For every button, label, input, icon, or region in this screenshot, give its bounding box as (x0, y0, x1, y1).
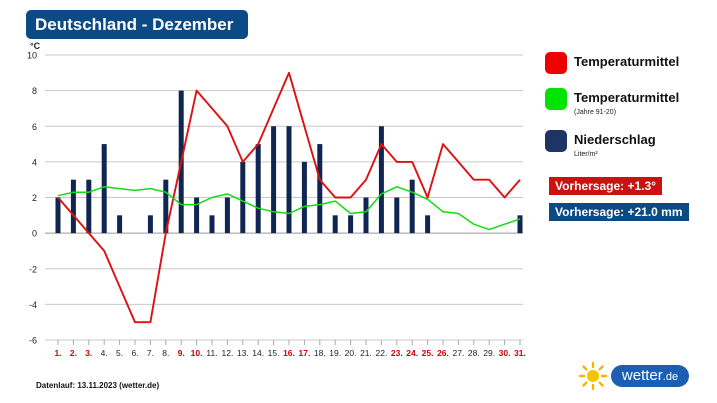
precipitation-bar (240, 161, 246, 234)
precipitation-bar (378, 126, 384, 234)
precipitation-bar (86, 179, 92, 234)
legend-label-temperature: Temperaturmittel (574, 54, 680, 69)
x-tick-label: 27. (452, 348, 464, 358)
x-tick-label: 10. (191, 348, 203, 358)
navy-square-icon (545, 130, 567, 152)
precipitation-bar (163, 179, 169, 234)
x-tick-label: 12. (221, 348, 233, 358)
legend-label-precipitation: Niederschlag (574, 132, 656, 147)
legend-label-temperature-normal: Temperaturmittel (574, 90, 680, 105)
x-tick-label: 1. (54, 348, 61, 358)
precipitation-bar (70, 179, 76, 234)
y-unit-label: °C (30, 41, 41, 51)
y-tick-label: 6 (32, 122, 37, 132)
y-tick-label: 0 (32, 229, 37, 239)
x-tick-label: 18. (314, 348, 326, 358)
y-tick-label: 2 (32, 193, 37, 203)
precipitation-bar (117, 215, 123, 234)
x-tick-label: 9. (178, 348, 185, 358)
x-tick-label: 5. (116, 348, 123, 358)
precipitation-bar (363, 197, 369, 234)
x-tick-label: 4. (101, 348, 108, 358)
precipitation-bar (147, 215, 153, 234)
legend-sub-temperature-normal: (Jahre 91-20) (574, 109, 617, 116)
forecast-temperature-badge: Vorhersage: +1.3° (549, 177, 662, 195)
precipitation-bar (255, 144, 261, 234)
precipitation-bar (194, 197, 200, 234)
legend-sub-precipitation: Liter/m² (574, 151, 598, 158)
precipitation-bar (101, 144, 107, 234)
precipitation-bar (286, 126, 292, 234)
x-tick-label: 11. (206, 348, 217, 358)
y-tick-label: 8 (32, 86, 37, 96)
y-tick-label: 10 (27, 51, 37, 61)
x-tick-label: 28. (468, 348, 480, 358)
x-tick-label: 25. (422, 348, 434, 358)
x-tick-label: 8. (162, 348, 169, 358)
precipitation-bar (317, 144, 323, 234)
precipitation-bar (301, 161, 307, 234)
precipitation-bar (517, 215, 523, 234)
x-tick-label: 3. (85, 348, 92, 358)
x-tick-label: 26. (437, 348, 449, 358)
precipitation-bar (55, 197, 61, 234)
temperature-line (57, 71, 521, 324)
brand-name: wetter (621, 367, 663, 384)
y-tick-label: -6 (29, 336, 37, 346)
precipitation-bar (224, 197, 230, 234)
precipitation-bar (332, 215, 338, 234)
x-tick-label: 23. (391, 348, 403, 358)
data-run-footer: Datenlauf: 13.11.2023 (wetter.de) (36, 381, 160, 390)
y-tick-label: 4 (32, 157, 37, 167)
x-tick-label: 7. (147, 348, 154, 358)
x-tick-label: 17. (298, 348, 310, 358)
x-tick-label: 13. (237, 348, 249, 358)
x-tick-label: 6. (131, 348, 138, 358)
x-tick-label: 2. (70, 348, 77, 358)
x-tick-label: 24. (406, 348, 418, 358)
green-square-icon (545, 88, 567, 110)
chart-title: Deutschland - Dezember (26, 10, 248, 39)
x-tick-label: 19. (329, 348, 341, 358)
red-square-icon (545, 52, 567, 74)
x-tick-label: 15. (268, 348, 280, 358)
x-tick-label: 29. (483, 348, 495, 358)
precipitation-bar (271, 126, 277, 234)
x-tick-label: 20. (345, 348, 357, 358)
x-tick-label: 31. (514, 348, 526, 358)
precipitation-bar (409, 179, 415, 234)
x-tick-label: 14. (252, 348, 264, 358)
sun-icon (578, 361, 608, 391)
x-tick-label: 22. (375, 348, 387, 358)
precipitation-bar (209, 215, 215, 234)
forecast-precipitation-badge: Vorhersage: +21.0 mm (549, 203, 689, 221)
x-tick-label: 21. (360, 348, 372, 358)
wetter-de-logo[interactable]: wetter.de (611, 365, 689, 387)
precipitation-bar (425, 215, 431, 234)
x-tick-label: 16. (283, 348, 295, 358)
x-tick-label: 30. (499, 348, 511, 358)
y-tick-label: -2 (29, 264, 37, 274)
temperature-normal-line (57, 186, 521, 231)
precipitation-bar (348, 215, 354, 234)
precipitation-bar (394, 197, 400, 234)
y-tick-label: -4 (29, 300, 37, 310)
brand-tld: .de (662, 371, 679, 383)
